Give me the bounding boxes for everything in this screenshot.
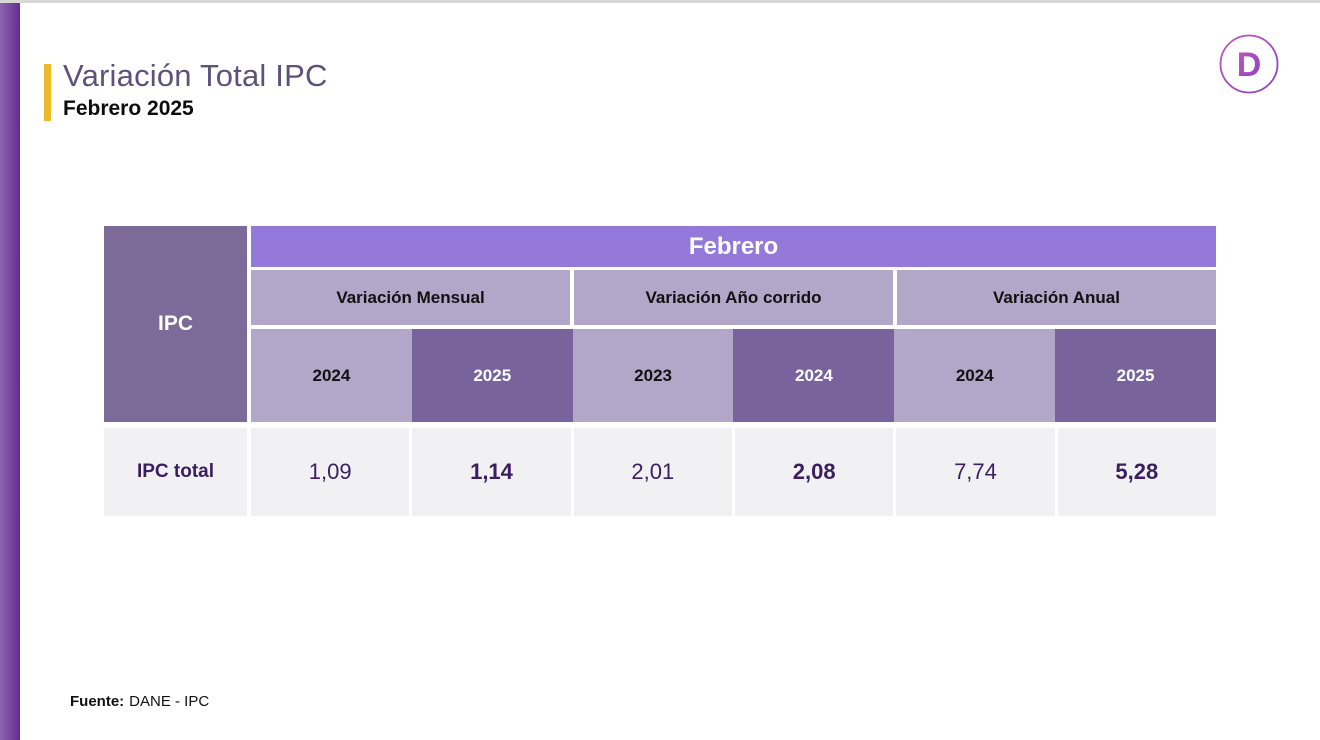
title-accent-bar bbox=[44, 64, 51, 121]
group-header-cell: Variación Anual bbox=[893, 270, 1216, 325]
source-label: Fuente: bbox=[70, 693, 125, 710]
row-label-cell: IPC total bbox=[104, 428, 247, 516]
footer-source: Fuente: DANE - IPC bbox=[70, 693, 209, 710]
value-cell: 7,74 bbox=[893, 428, 1055, 516]
year-header-cell: 2024 bbox=[251, 329, 412, 422]
page-title: Variación Total IPC bbox=[63, 58, 328, 93]
ipc-table: IPC Febrero Variación Mensual Variación … bbox=[104, 226, 1216, 516]
group-header-cell: Variación Año corrido bbox=[570, 270, 893, 325]
logo-letter: D bbox=[1237, 46, 1262, 84]
year-header-cell: 2025 bbox=[1055, 329, 1216, 422]
year-header-cell: 2023 bbox=[572, 329, 734, 422]
logo-d-icon: D bbox=[1219, 34, 1279, 94]
month-header-cell: Febrero bbox=[251, 226, 1216, 267]
table-row: IPC total 1,09 1,14 2,01 2,08 7,74 5,28 bbox=[104, 428, 1216, 516]
value-cells: 1,09 1,14 2,01 2,08 7,74 5,28 bbox=[251, 428, 1216, 516]
group-header-cell: Variación Mensual bbox=[251, 270, 570, 325]
table-header-section: IPC Febrero Variación Mensual Variación … bbox=[104, 226, 1216, 422]
value-cell: 5,28 bbox=[1054, 428, 1216, 516]
value-cell: 2,08 bbox=[731, 428, 894, 516]
year-header-cell: 2024 bbox=[733, 329, 895, 422]
value-cell: 1,14 bbox=[409, 428, 571, 516]
table-corner-cell: IPC bbox=[104, 226, 247, 422]
source-value: DANE - IPC bbox=[129, 693, 210, 710]
year-header-cell: 2024 bbox=[894, 329, 1056, 422]
year-header-row: 2024 2025 2023 2024 2024 2025 bbox=[251, 329, 1216, 422]
group-header-row: Variación Mensual Variación Año corrido … bbox=[251, 270, 1216, 325]
left-accent-bar bbox=[0, 3, 20, 740]
value-cell: 1,09 bbox=[251, 428, 410, 516]
dane-logo: D bbox=[1218, 33, 1280, 100]
year-header-cell: 2025 bbox=[411, 329, 573, 422]
page-subtitle: Febrero 2025 bbox=[63, 97, 194, 120]
table-header-right: Febrero Variación Mensual Variación Año … bbox=[251, 226, 1216, 422]
logo-circle bbox=[1219, 34, 1279, 94]
value-cell: 2,01 bbox=[570, 428, 732, 516]
top-border-line bbox=[0, 0, 1320, 3]
